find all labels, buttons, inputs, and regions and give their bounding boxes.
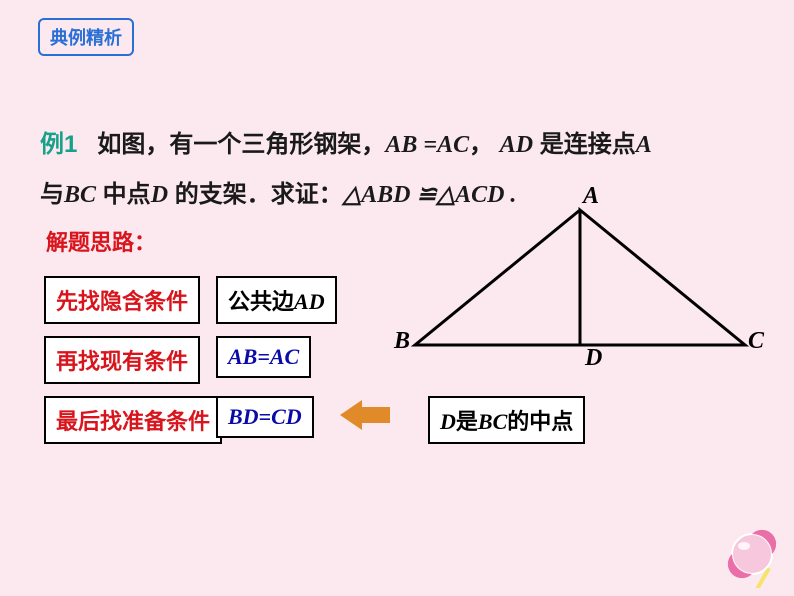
thinking-label: 解题思路： <box>46 225 156 257</box>
problem-text-1: 如图，有一个三角形钢架， <box>97 131 385 158</box>
vertex-B: B <box>394 328 410 355</box>
triangle-diagram: A B C D <box>400 195 760 375</box>
problem-eq3: A <box>636 132 652 158</box>
step-1-math: AD <box>294 289 325 314</box>
vertex-A: A <box>583 183 599 210</box>
vertex-D: D <box>585 345 602 372</box>
problem-eq1: AB =AC <box>385 132 469 158</box>
step-1-value: 公共边AD <box>216 276 337 324</box>
midpoint-box: D是BC的中点 <box>428 396 585 444</box>
problem-text-3: 是连接点 <box>533 131 636 158</box>
vertex-C: C <box>748 328 764 355</box>
triangle-svg <box>400 195 760 375</box>
step-1-prefix: 公共边 <box>228 289 294 314</box>
problem-eq4: BC <box>64 182 96 208</box>
step-2-label: 再找现有条件 <box>44 336 200 384</box>
step-3-label: 最后找准备条件 <box>44 396 222 444</box>
step-2-value: AB=AC <box>216 336 311 378</box>
midpoint-D: D <box>440 409 456 434</box>
problem-text-5: 中点 <box>96 181 151 208</box>
midpoint-b: 是 <box>456 409 478 434</box>
midpoint-d: 的中点 <box>507 409 573 434</box>
example-number: 例1 <box>40 131 77 158</box>
problem-eq2: AD <box>500 132 533 158</box>
candy-icon <box>726 528 786 588</box>
step-1-label: 先找隐含条件 <box>44 276 200 324</box>
section-label: 典例精析 <box>38 18 134 56</box>
problem-eq5: D <box>151 182 168 208</box>
problem-text-4: 与 <box>40 181 64 208</box>
midpoint-BC: BC <box>478 409 507 434</box>
arrow-icon <box>340 398 390 432</box>
problem-text-6: 的支架．求证： <box>168 181 343 208</box>
step-3-value: BD=CD <box>216 396 314 438</box>
problem-text-2: ， <box>469 131 493 158</box>
